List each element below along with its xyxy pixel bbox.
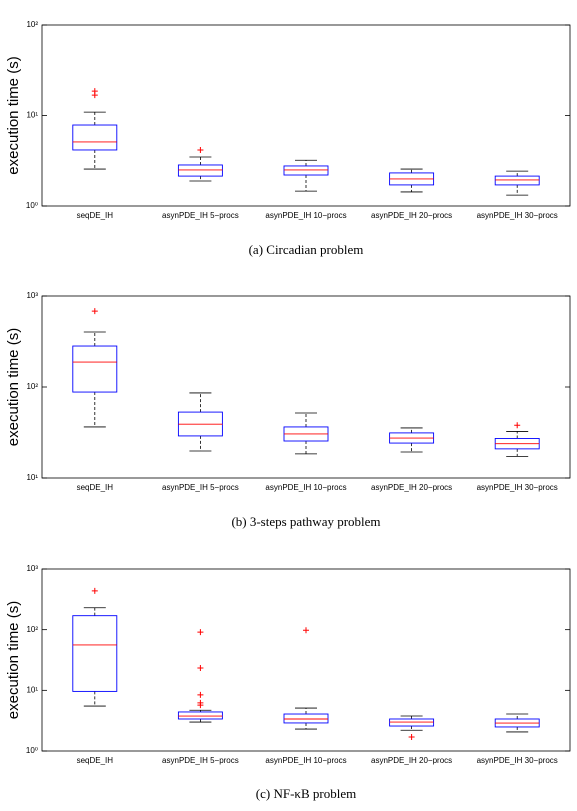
x-tick-label: seqDE_IH <box>77 483 114 492</box>
outlier <box>91 587 98 594</box>
x-tick-label: asynPDE_IH 30−procs <box>477 483 558 492</box>
outlier <box>197 146 204 153</box>
outlier <box>91 92 98 99</box>
y-axis-label: execution time (s) <box>5 601 22 719</box>
x-tick-label: asynPDE_IH 10−procs <box>265 483 346 492</box>
outlier <box>197 702 204 709</box>
outlier <box>303 627 309 634</box>
caption: (a) Circadian problem <box>249 242 364 257</box>
y-tick-label: 10² <box>26 625 38 634</box>
y-axis-label: execution time (s) <box>5 56 22 174</box>
x-tick-label: asynPDE_IH 10−procs <box>265 211 346 220</box>
box <box>494 175 540 186</box>
y-tick-label: 10⁰ <box>26 201 38 210</box>
x-tick-label: asynPDE_IH 20−procs <box>371 756 452 765</box>
y-tick-label: 10³ <box>26 291 38 300</box>
x-tick-label: asynPDE_IH 20−procs <box>371 211 452 220</box>
x-tick-label: asynPDE_IH 30−procs <box>477 211 558 220</box>
box <box>72 345 118 393</box>
x-tick-label: asynPDE_IH 5−procs <box>162 483 239 492</box>
box <box>283 713 329 724</box>
y-tick-label: 10³ <box>26 564 38 573</box>
y-tick-label: 10¹ <box>26 111 38 120</box>
y-tick-label: 10¹ <box>26 473 38 482</box>
box <box>177 164 223 177</box>
x-tick-label: asynPDE_IH 20−procs <box>371 483 452 492</box>
caption: (b) 3-steps pathway problem <box>231 514 380 529</box>
plot-frame <box>41 295 571 479</box>
y-tick-label: 10² <box>26 382 38 391</box>
x-tick-label: asynPDE_IH 30−procs <box>477 756 558 765</box>
box <box>72 124 118 151</box>
y-tick-label: 10² <box>26 20 38 29</box>
plot-frame <box>41 568 571 752</box>
outlier <box>197 665 204 672</box>
x-tick-label: asynPDE_IH 5−procs <box>162 211 239 220</box>
box <box>283 165 329 176</box>
outlier <box>408 734 415 741</box>
y-tick-label: 10⁰ <box>26 746 38 755</box>
x-tick-label: asynPDE_IH 10−procs <box>265 756 346 765</box>
x-tick-label: asynPDE_IH 5−procs <box>162 756 239 765</box>
box <box>177 711 223 720</box>
outlier <box>197 629 204 636</box>
x-tick-label: seqDE_IH <box>77 211 114 220</box>
outlier <box>91 308 98 315</box>
plot-frame <box>41 24 571 207</box>
outlier <box>514 422 521 429</box>
y-tick-label: 10¹ <box>26 685 38 694</box>
outlier <box>197 691 204 698</box>
box <box>72 615 118 692</box>
y-axis-label: execution time (s) <box>5 328 22 446</box>
caption: (c) NF-κB problem <box>256 786 356 801</box>
box <box>389 718 435 727</box>
x-tick-label: seqDE_IH <box>77 756 114 765</box>
